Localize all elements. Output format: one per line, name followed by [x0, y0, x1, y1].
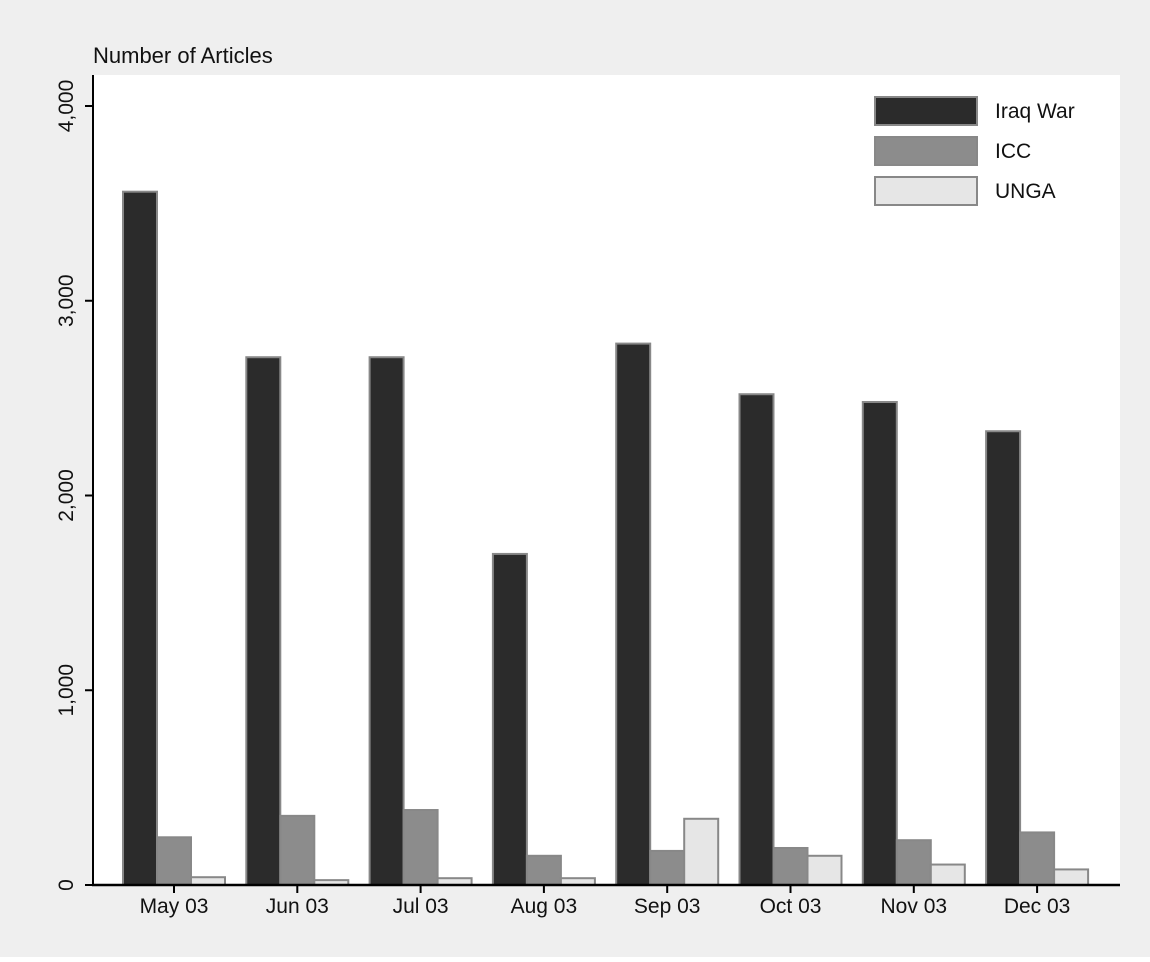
bar-icc-oct-03: [772, 846, 809, 886]
bar-iraq-war-may-03: [122, 190, 158, 886]
y-tick-label: 2,000: [55, 469, 78, 522]
y-tick-label: 3,000: [55, 274, 78, 327]
legend-swatch-icc: [874, 136, 978, 166]
y-tick-label: 0: [55, 879, 78, 891]
x-tick-label: Dec 03: [1004, 895, 1071, 918]
bar-iraq-war-sep-03: [615, 342, 652, 887]
legend-swatch-iraq-war: [874, 96, 978, 126]
bar-unga-sep-03: [683, 817, 720, 886]
x-tick-label: Nov 03: [881, 895, 948, 918]
legend: Iraq War ICC UNGA: [874, 96, 1075, 206]
x-tick-label: Oct 03: [760, 895, 822, 918]
bar-icc-nov-03: [895, 839, 932, 887]
legend-swatch-unga: [874, 176, 978, 206]
bar-iraq-war-aug-03: [491, 552, 528, 886]
legend-label-iraq-war: Iraq War: [995, 100, 1075, 123]
bar-icc-jul-03: [402, 809, 439, 886]
legend-label-unga: UNGA: [995, 180, 1056, 203]
x-tick-label: Sep 03: [634, 895, 701, 918]
bar-unga-oct-03: [806, 854, 843, 886]
x-tick-label: Jul 03: [393, 895, 449, 918]
x-tick-label: Jun 03: [266, 895, 329, 918]
axes: May 03 Jun 03 Jul 03 Aug 03 Sep 03 Oct 03 Nov …: [55, 75, 1120, 918]
bar-iraq-war-jul-03: [368, 356, 405, 887]
y-axis-label: Number of Articles: [93, 43, 273, 68]
bar-icc-sep-03: [649, 849, 686, 887]
y-tick-label: 1,000: [55, 664, 78, 717]
x-tick-label: May 03: [140, 895, 209, 918]
bar-icc-may-03: [156, 836, 192, 887]
bar-icc-jun-03: [279, 814, 316, 887]
bar-iraq-war-nov-03: [861, 401, 898, 886]
bar-iraq-war-oct-03: [738, 393, 775, 886]
y-tick-label: 4,000: [55, 80, 78, 133]
bar-iraq-war-jun-03: [245, 356, 282, 887]
bar-unga-nov-03: [929, 863, 966, 887]
x-tick-label: Aug 03: [511, 895, 578, 918]
bar-unga-dec-03: [1053, 868, 1090, 886]
bar-iraq-war-dec-03: [985, 430, 1022, 886]
bars: [122, 190, 1090, 887]
legend-label-icc: ICC: [995, 140, 1031, 163]
bar-icc-aug-03: [525, 854, 562, 886]
bar-icc-dec-03: [1019, 831, 1056, 886]
